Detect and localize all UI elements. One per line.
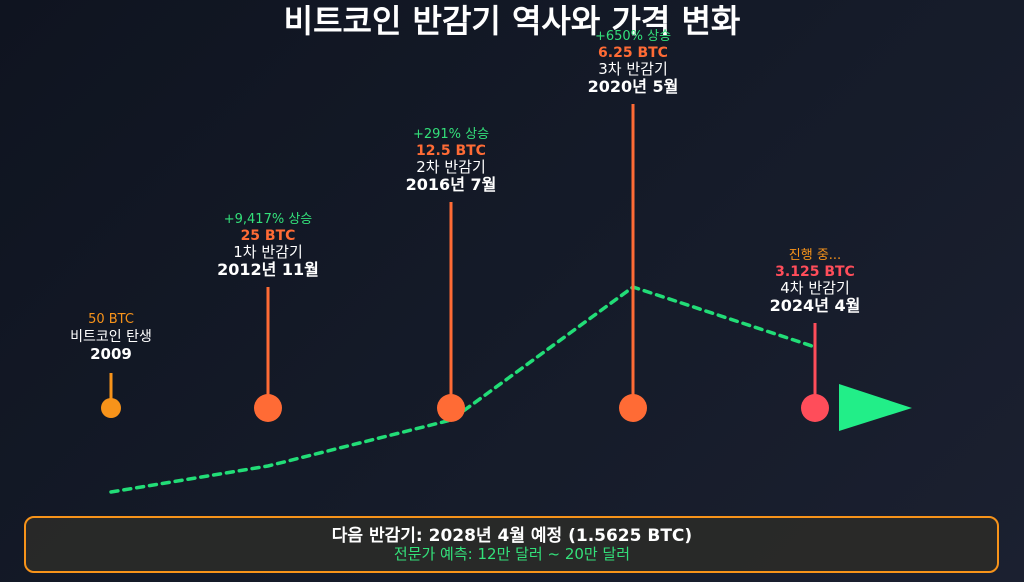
price-prediction-text: 전문가 예측: 12만 달러 ~ 20만 달러 xyxy=(394,545,630,563)
milestone-event: 4차 반감기 xyxy=(780,279,850,297)
milestone-date: 2024년 4월 xyxy=(770,296,861,315)
milestone-dot xyxy=(619,394,647,422)
milestone-date: 2020년 5월 xyxy=(588,77,679,96)
milestone-event: 비트코인 탄생 xyxy=(70,329,152,345)
milestone-gain: +650% 상승 xyxy=(595,29,671,44)
milestone-reward: 12.5 BTC xyxy=(416,143,486,159)
next-halving-text: 다음 반감기: 2028년 4월 예정 (1.5625 BTC) xyxy=(332,526,692,546)
milestone-reward: 50 BTC xyxy=(88,312,134,327)
milestone-reward: 25 BTC xyxy=(241,228,296,244)
milestone-dot xyxy=(254,394,282,422)
milestone-gain: +291% 상승 xyxy=(413,127,489,142)
next-halving-panel xyxy=(24,516,999,573)
milestone-date: 2012년 11월 xyxy=(217,260,319,279)
milestone-gain: 진행 중... xyxy=(789,247,841,263)
chart-title: 비트코인 반감기 역사와 가격 변화 xyxy=(284,2,741,40)
milestone-date: 2016년 7월 xyxy=(406,175,497,194)
next-halving-box: 다음 반감기: 2028년 4월 예정 (1.5625 BTC) 전문가 예측:… xyxy=(24,516,999,573)
milestone-dot xyxy=(801,394,829,422)
milestone-event: 3차 반감기 xyxy=(598,60,668,78)
price-trend-line xyxy=(109,285,817,494)
milestone-gain: +9,417% 상승 xyxy=(224,212,313,227)
milestone-reward: 6.25 BTC xyxy=(598,45,668,61)
milestone-event: 1차 반감기 xyxy=(233,243,303,261)
milestone-dot xyxy=(101,398,121,418)
milestone-dot xyxy=(437,394,465,422)
milestone-date: 2009 xyxy=(90,345,132,363)
milestone-reward: 3.125 BTC xyxy=(775,264,855,280)
milestone-event: 2차 반감기 xyxy=(416,158,486,176)
future-arrow-icon xyxy=(839,384,912,431)
